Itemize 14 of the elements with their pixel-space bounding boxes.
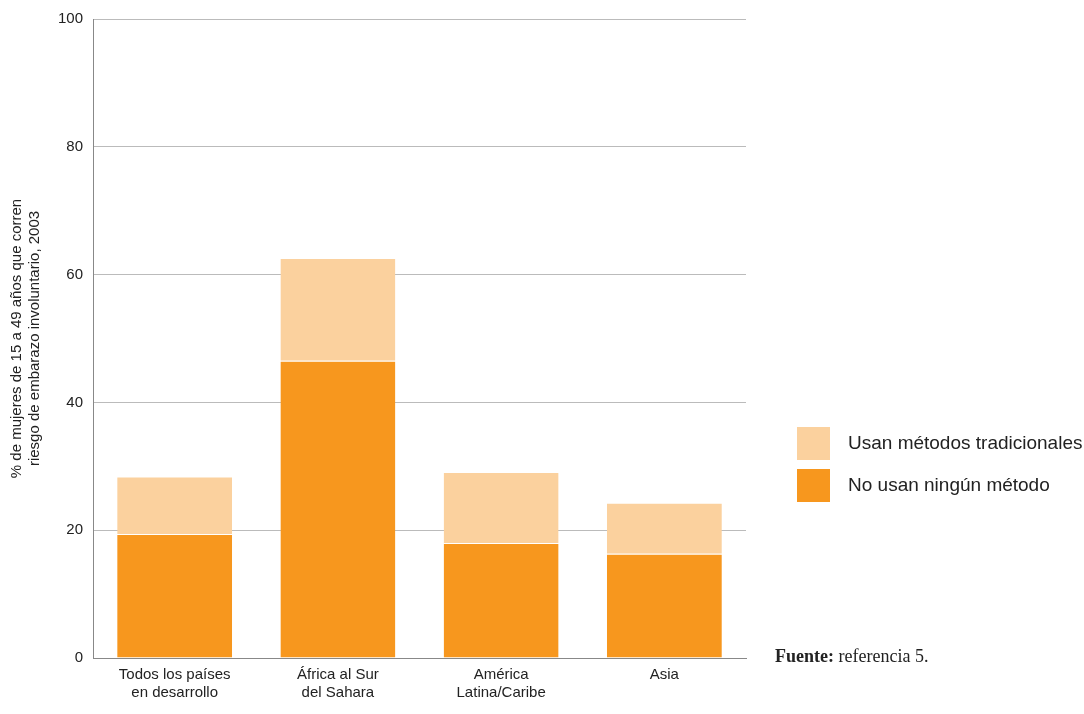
x-tick-label: África al Sur del Sahara [297, 665, 379, 701]
y-tick-label: 60 [66, 264, 84, 282]
y-tick-label: 20 [66, 520, 84, 538]
legend-label: No usan ningún método [848, 474, 1050, 496]
x-tick-label: Todos los países en desarrollo [118, 665, 231, 701]
y-tick-label: 0 [74, 648, 84, 666]
y-tick-label: 40 [66, 392, 84, 410]
x-tick-label: América Latina/Caribe [456, 665, 546, 701]
y-tick-label: 100 [58, 9, 84, 27]
y-tick-label: 80 [66, 136, 84, 154]
legend-label: Usan métodos tradicionales [848, 432, 1083, 454]
x-tick-label: Asia [649, 665, 680, 683]
source-note: Fuente: referencia 5. [775, 646, 929, 667]
y-axis-title: % de mujeres de 15 a 49 años que corren riesgo de embarazo involuntario, 2003 [7, 198, 43, 479]
